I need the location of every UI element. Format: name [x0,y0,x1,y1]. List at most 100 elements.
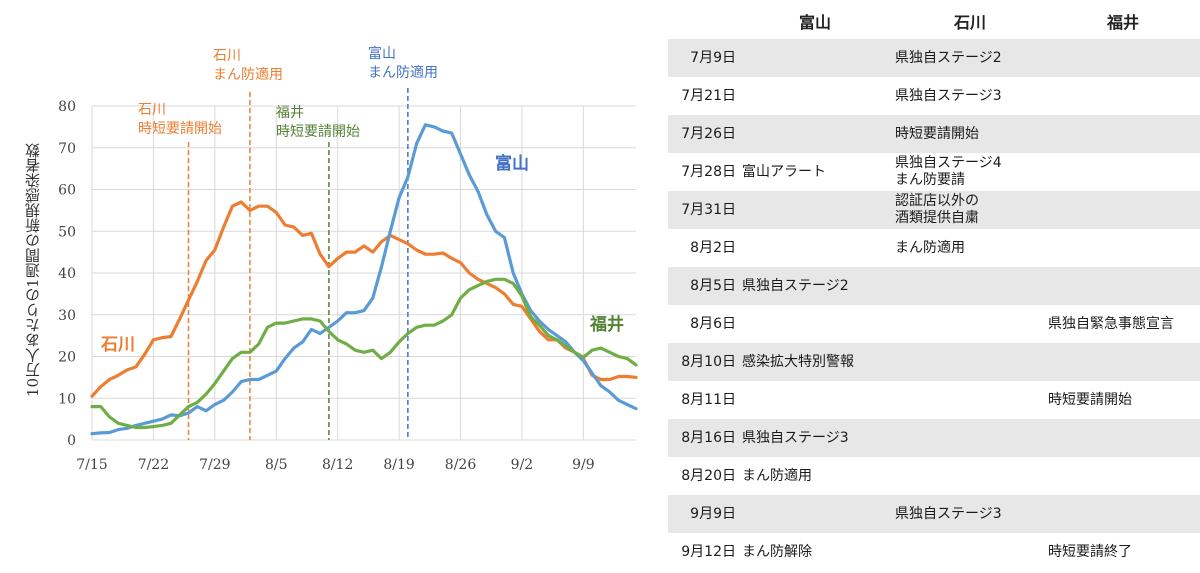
table-row: 8月20日 まん防適用 [668,457,1200,495]
date-cell: 8月6日 [690,315,736,332]
fukui-cell [1048,77,1200,115]
table-row: 8月6日 県独自緊急事態宣言 [668,305,1200,343]
toyama-cell: まん防解除 [742,543,812,560]
ishikawa-cell: 県独自ステージ4 まん防要請 [895,155,1002,188]
header-toyama: 富山 [799,13,832,32]
ishikawa-cell [895,267,1045,305]
date-cell: 9月12日 [681,543,736,560]
x-tick-label: 8/5 [265,457,288,473]
x-tick-label: 7/29 [199,457,230,473]
date-cell: 9月9日 [690,505,736,522]
infection-chart: 0 10 20 30 40 50 60 70 80 7/15 7/22 7/29 8/5 8/12 8/19… [24,46,638,473]
table-row: 8月2日 まん防適用 [668,229,1200,267]
fukui-cell: 県独自緊急事態宣言 [1048,315,1174,332]
date-cell: 7月26日 [681,125,736,142]
date-cell: 8月16日 [681,429,736,446]
series-label-ishikawa: 石川 [101,335,135,355]
grid-layer [91,105,636,441]
ishikawa-cell [895,381,1045,419]
date-cell: 8月11日 [681,391,736,408]
ishikawa-cell: 県独自ステージ3 [895,505,1002,522]
series-line [90,200,638,398]
y-axis-title: 10万人あたりの1週間の新規感染者数 [24,143,42,397]
ishikawa-cell: 県独自ステージ3 [895,87,1002,104]
x-tick-label: 8/12 [322,457,353,473]
y-tick-label: 30 [58,308,76,324]
series-line [90,123,638,436]
fukui-cell [1048,419,1200,457]
annotation-ishikawa-manbo: 石川 まん防適用 [213,48,283,83]
table-row: 7月28日 富山アラート 県独自ステージ4 まん防要請 [668,153,1200,191]
table-row: 9月12日 まん防解除 時短要請終了 [668,533,1200,571]
toyama-cell [742,495,892,533]
ishikawa-cell [895,419,1045,457]
fukui-cell [1048,39,1200,77]
toyama-cell: 県独自ステージ3 [742,429,849,446]
y-tick-label: 10 [58,391,76,407]
date-cell: 7月31日 [681,201,736,218]
toyama-cell [742,115,892,153]
ishikawa-cell: 時短要請開始 [895,125,979,142]
toyama-cell [742,381,892,419]
x-tick-label: 9/9 [572,457,595,473]
fukui-cell [1048,495,1200,533]
fukui-cell [1048,153,1200,191]
toyama-cell: 県独自ステージ2 [742,277,849,294]
ishikawa-cell [895,533,1045,571]
ishikawa-cell [895,305,1045,343]
y-tick-label: 80 [58,99,76,115]
table-row: 8月11日 時短要請開始 [668,381,1200,419]
y-tick-label: 60 [58,183,76,199]
ishikawa-cell: 認証店以外の 酒類提供自粛 [895,193,979,226]
fukui-cell: 時短要請開始 [1048,391,1132,408]
fukui-cell [1048,229,1200,267]
annotation-fukui-jitan: 福井 時短要請開始 [276,105,360,140]
x-tick-label: 7/15 [76,457,107,473]
annotation-lines [187,88,409,440]
y-tick-label: 20 [58,350,76,366]
annotation-toyama-manbo: 富山 まん防適用 [368,46,438,81]
y-tick-label: 0 [67,433,76,449]
date-cell: 7月21日 [681,87,736,104]
toyama-cell: 感染拡大特別警報 [742,353,854,370]
date-cell: 7月9日 [690,49,736,66]
table-row: 7月26日 時短要請開始 [668,115,1200,153]
series-layer [90,123,638,436]
y-tick-label: 70 [58,141,76,157]
fukui-cell [1048,457,1200,495]
table-row: 8月16日 県独自ステージ3 [668,419,1200,457]
table-row: 8月5日 県独自ステージ2 [668,267,1200,305]
fukui-cell [1048,267,1200,305]
x-tick-label: 8/19 [383,457,414,473]
table-row: 7月21日 県独自ステージ3 [668,77,1200,115]
series-line [90,277,638,430]
date-cell: 8月5日 [690,277,736,294]
fukui-cell [1048,343,1200,381]
date-cell: 8月20日 [681,467,736,484]
ishikawa-cell: 県独自ステージ2 [895,49,1002,66]
series-label-toyama: 富山 [495,154,529,174]
toyama-cell: 富山アラート [742,163,826,180]
date-cell: 8月10日 [681,353,736,370]
ishikawa-cell [895,457,1045,495]
date-cell: 8月2日 [690,239,736,256]
annotation-ishikawa-jitan: 石川 時短要請開始 [138,102,222,137]
ishikawa-cell: まん防適用 [895,239,965,256]
y-tick-label: 50 [58,224,76,240]
fukui-cell: 時短要請終了 [1048,543,1132,560]
table-row: 9月9日 県独自ステージ3 [668,495,1200,533]
toyama-cell [742,191,892,229]
date-cell: 7月28日 [681,163,736,180]
toyama-cell: まん防適用 [742,467,812,484]
toyama-cell [742,229,892,267]
table-row: 7月9日 県独自ステージ2 [668,39,1200,77]
toyama-cell [742,39,892,77]
y-tick-label: 40 [58,266,76,282]
table-row: 7月31日 認証店以外の 酒類提供自粛 [668,191,1200,229]
toyama-cell [742,305,892,343]
toyama-cell [742,77,892,115]
series-label-fukui: 福井 [590,315,624,335]
chart-canvas: 0 10 20 30 40 50 60 70 80 7/15 7/22 7/29 8/5 8/12 8/19… [58,88,638,473]
header-ishikawa: 石川 [954,13,987,32]
header-fukui: 福井 [1107,13,1140,32]
